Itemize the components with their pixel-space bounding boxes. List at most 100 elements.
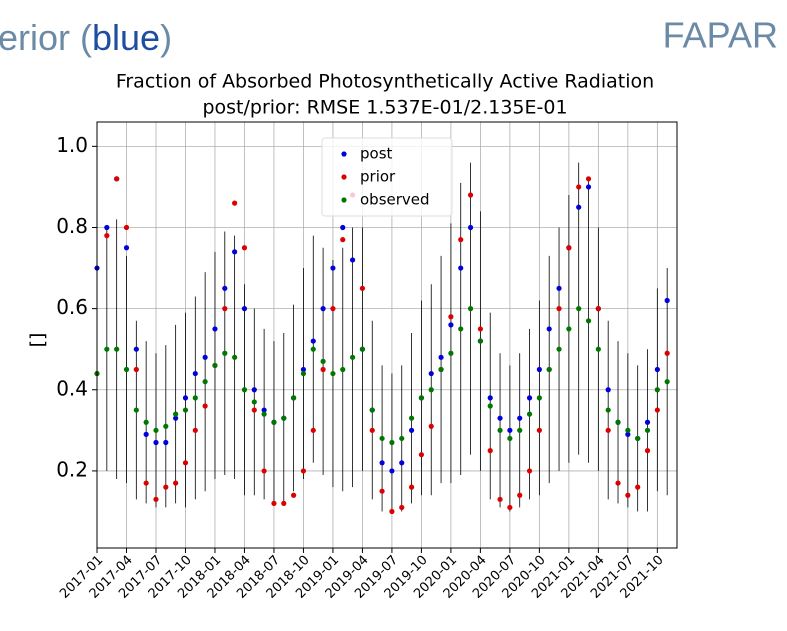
- legend-marker: [341, 197, 347, 203]
- point: [320, 306, 326, 312]
- point: [369, 407, 375, 413]
- point: [576, 204, 582, 210]
- point: [300, 468, 307, 474]
- point: [585, 176, 592, 182]
- point: [232, 200, 238, 206]
- point: [428, 370, 434, 377]
- point: [585, 184, 592, 190]
- point: [349, 257, 356, 263]
- point: [153, 439, 159, 446]
- point: [585, 318, 592, 324]
- point: [664, 379, 670, 385]
- point: [222, 306, 228, 312]
- point: [153, 427, 159, 433]
- point: [507, 504, 513, 511]
- point: [654, 407, 660, 413]
- point: [517, 427, 523, 433]
- legend: post prior observed: [321, 137, 453, 217]
- point: [330, 265, 336, 271]
- point: [595, 346, 601, 352]
- point: [399, 504, 405, 511]
- point: [359, 285, 366, 291]
- point: [467, 306, 474, 312]
- point: [143, 419, 149, 425]
- y-tick-label: 0.4: [56, 376, 88, 400]
- point: [428, 387, 434, 393]
- point: [556, 285, 562, 291]
- point: [281, 415, 287, 421]
- point: [418, 395, 425, 401]
- point: [104, 224, 110, 231]
- point: [291, 492, 297, 498]
- point: [202, 403, 208, 409]
- chart-title: Fraction of Absorbed Photosynthetically …: [116, 71, 654, 93]
- point: [428, 423, 434, 429]
- point: [232, 249, 238, 255]
- y-tick-label: 0.2: [56, 457, 88, 481]
- point: [507, 435, 513, 442]
- point: [576, 184, 582, 190]
- point: [536, 366, 542, 373]
- point: [330, 306, 336, 312]
- point: [556, 306, 562, 312]
- plot-frame: [96, 121, 678, 549]
- point: [182, 395, 189, 401]
- point: [576, 306, 582, 312]
- point: [212, 326, 218, 332]
- point: [448, 322, 454, 328]
- point: [664, 297, 670, 304]
- point: [517, 492, 523, 498]
- point: [261, 407, 267, 413]
- point: [379, 460, 385, 466]
- point: [556, 346, 562, 352]
- point: [192, 395, 198, 401]
- point: [349, 354, 356, 360]
- point: [271, 419, 277, 425]
- point: [467, 192, 474, 198]
- point: [644, 448, 651, 454]
- point: [123, 224, 130, 231]
- point: [399, 435, 405, 442]
- point: [163, 423, 169, 429]
- point: [192, 427, 198, 433]
- point: [143, 480, 149, 486]
- point: [369, 427, 375, 433]
- point: [192, 370, 198, 377]
- point: [477, 326, 483, 332]
- point: [320, 366, 326, 373]
- point: [625, 492, 631, 498]
- point: [133, 407, 139, 413]
- point: [123, 245, 130, 251]
- header-left: erior (blue): [0, 17, 172, 58]
- point: [635, 435, 641, 442]
- point: [654, 366, 660, 373]
- point: [340, 224, 346, 231]
- point: [615, 480, 621, 486]
- point: [251, 407, 257, 413]
- point: [389, 439, 395, 446]
- point: [487, 448, 493, 454]
- point: [163, 439, 169, 446]
- point: [408, 415, 415, 421]
- chart-subtitle: post/prior: RMSE 1.537E-01/2.135E-01: [202, 97, 567, 119]
- point: [487, 403, 493, 409]
- point: [458, 237, 464, 243]
- point: [123, 366, 130, 373]
- header-part: blue: [92, 17, 160, 58]
- point: [153, 496, 159, 502]
- legend-label: prior: [360, 168, 396, 186]
- point: [222, 285, 228, 291]
- point: [222, 350, 228, 356]
- point: [300, 370, 307, 377]
- point: [625, 427, 631, 433]
- point: [644, 427, 651, 433]
- y-tick-label: 0.8: [56, 214, 88, 238]
- point: [458, 265, 464, 271]
- point: [379, 435, 385, 442]
- point: [182, 460, 189, 466]
- point: [281, 500, 287, 506]
- point: [173, 415, 179, 421]
- point: [595, 306, 601, 312]
- point: [526, 411, 533, 417]
